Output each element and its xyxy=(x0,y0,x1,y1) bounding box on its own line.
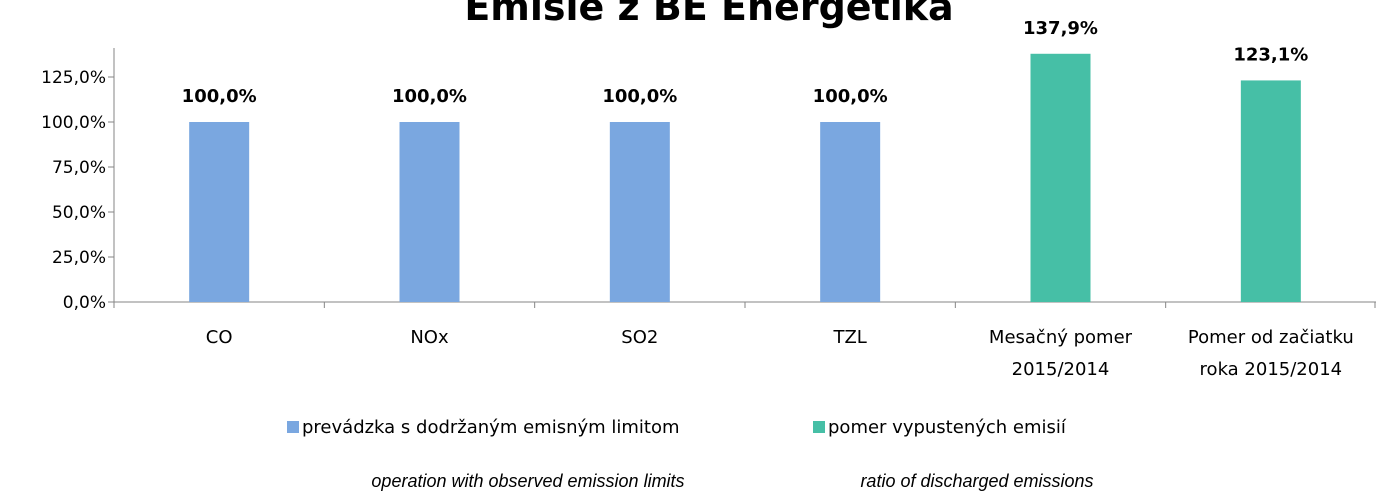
y-tick-label: 50,0% xyxy=(52,203,106,223)
data-label: 137,9% xyxy=(1023,18,1098,39)
bar xyxy=(399,122,460,302)
x-axis: CO NOx SO2 TZL Mesačný pomer 2015/2014 Pomer o… xyxy=(113,301,1376,380)
chart-title: Emisie z BE Energetika xyxy=(464,0,953,29)
bar xyxy=(609,122,670,302)
data-label: 100,0% xyxy=(182,86,257,107)
x-tick-label: 2015/2014 xyxy=(1012,359,1110,380)
x-tick-label: CO xyxy=(206,327,233,348)
legend-swatch xyxy=(287,421,299,433)
y-tick-label: 75,0% xyxy=(52,158,106,178)
y-tick-label: 125,0% xyxy=(41,68,106,88)
y-tick-label: 0,0% xyxy=(63,293,106,313)
data-labels: 100,0% 100,0% 100,0% 100,0% 137,9% 123,1% xyxy=(182,18,1309,107)
bar xyxy=(1030,53,1091,302)
x-tick-label: Mesačný pomer xyxy=(989,327,1133,348)
y-tick-label: 100,0% xyxy=(41,113,106,133)
legend-translation: ratio of discharged emissions xyxy=(860,471,1093,491)
data-label: 100,0% xyxy=(813,86,888,107)
legend-label: pomer vypustených emisií xyxy=(828,417,1067,438)
x-tick-label: TZL xyxy=(832,327,866,348)
data-label: 100,0% xyxy=(392,86,467,107)
legend-swatch xyxy=(813,421,825,433)
x-tick-label: NOx xyxy=(410,327,449,348)
bar xyxy=(189,122,250,302)
x-tick-label: SO2 xyxy=(621,327,658,348)
bar xyxy=(1240,80,1301,302)
data-label: 123,1% xyxy=(1233,44,1308,65)
x-tick-label: roka 2015/2014 xyxy=(1200,359,1343,380)
legend: prevádzka s dodržaným emisným limitom pom… xyxy=(287,417,1094,491)
x-tick-label: Pomer od začiatku xyxy=(1188,327,1354,348)
y-axis: 0,0% 25,0% 50,0% 75,0% 100,0% 125,0% xyxy=(41,48,115,313)
bars xyxy=(189,53,1301,302)
legend-translation: operation with observed emission limits xyxy=(371,471,684,491)
bar xyxy=(820,122,881,302)
data-label: 100,0% xyxy=(602,86,677,107)
y-tick-label: 25,0% xyxy=(52,248,106,268)
legend-label: prevádzka s dodržaným emisným limitom xyxy=(302,417,680,438)
